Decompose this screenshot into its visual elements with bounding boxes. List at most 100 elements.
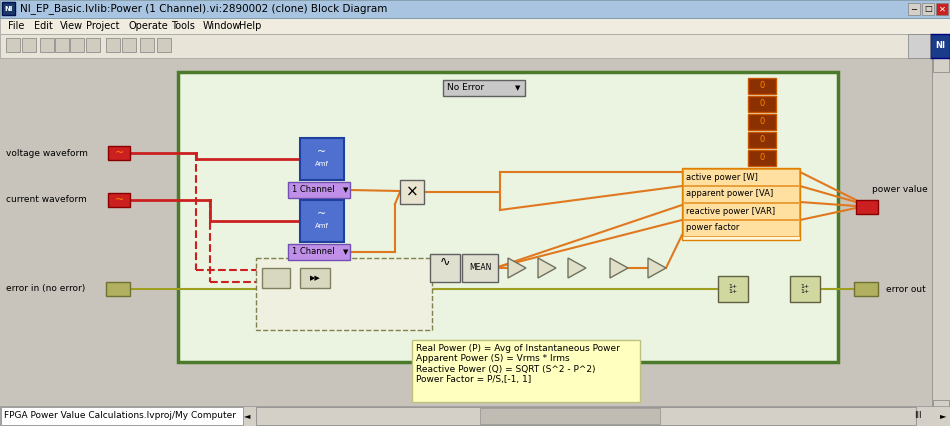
FancyBboxPatch shape bbox=[256, 258, 432, 330]
Text: ✕: ✕ bbox=[939, 5, 945, 14]
Text: ~: ~ bbox=[317, 147, 327, 157]
FancyBboxPatch shape bbox=[2, 2, 15, 15]
Text: power factor: power factor bbox=[686, 224, 739, 233]
FancyBboxPatch shape bbox=[6, 38, 20, 52]
Text: ~: ~ bbox=[317, 209, 327, 219]
Text: NI: NI bbox=[935, 41, 945, 51]
Polygon shape bbox=[648, 258, 666, 278]
Text: 0: 0 bbox=[759, 100, 765, 109]
Text: ▼: ▼ bbox=[343, 187, 349, 193]
Text: ∿: ∿ bbox=[440, 256, 450, 268]
FancyBboxPatch shape bbox=[40, 38, 54, 52]
FancyBboxPatch shape bbox=[288, 182, 350, 198]
FancyBboxPatch shape bbox=[718, 276, 748, 302]
Polygon shape bbox=[538, 258, 556, 278]
FancyBboxPatch shape bbox=[932, 58, 950, 414]
Polygon shape bbox=[508, 258, 526, 278]
Text: Real Power (P) = Avg of Instantaneous Power
Apparent Power (S) = Vrms * Irms
Rea: Real Power (P) = Avg of Instantaneous Po… bbox=[416, 344, 619, 384]
Text: Amf: Amf bbox=[315, 161, 329, 167]
Text: 0: 0 bbox=[759, 153, 765, 162]
FancyBboxPatch shape bbox=[106, 282, 130, 296]
Text: error in (no error): error in (no error) bbox=[6, 285, 86, 294]
Text: Edit: Edit bbox=[34, 21, 53, 31]
Text: □: □ bbox=[924, 5, 932, 14]
FancyBboxPatch shape bbox=[443, 80, 525, 96]
FancyBboxPatch shape bbox=[1, 407, 243, 425]
FancyBboxPatch shape bbox=[256, 407, 916, 425]
FancyBboxPatch shape bbox=[748, 114, 776, 130]
Text: File: File bbox=[8, 21, 25, 31]
Text: ~: ~ bbox=[114, 148, 124, 158]
FancyBboxPatch shape bbox=[108, 193, 130, 207]
FancyBboxPatch shape bbox=[0, 0, 950, 18]
Text: ▶▶: ▶▶ bbox=[310, 275, 320, 281]
Text: NI_EP_Basic.lvlib:Power (1 Channel).vi:2890002 (clone) Block Diagram: NI_EP_Basic.lvlib:Power (1 Channel).vi:2… bbox=[20, 3, 388, 14]
Text: ─: ─ bbox=[911, 5, 917, 14]
Text: ▼: ▼ bbox=[515, 85, 521, 91]
FancyBboxPatch shape bbox=[0, 34, 950, 58]
FancyBboxPatch shape bbox=[933, 58, 949, 72]
Text: error out: error out bbox=[886, 285, 925, 294]
Text: 0: 0 bbox=[759, 135, 765, 144]
FancyBboxPatch shape bbox=[300, 268, 330, 288]
FancyBboxPatch shape bbox=[430, 254, 460, 282]
FancyBboxPatch shape bbox=[108, 146, 130, 160]
Text: apparent power [VA]: apparent power [VA] bbox=[686, 190, 773, 199]
FancyBboxPatch shape bbox=[400, 180, 424, 204]
Text: 0: 0 bbox=[759, 81, 765, 90]
Text: View: View bbox=[60, 21, 84, 31]
Text: MEAN: MEAN bbox=[468, 264, 491, 273]
Text: voltage waveform: voltage waveform bbox=[6, 149, 87, 158]
FancyBboxPatch shape bbox=[262, 268, 290, 288]
FancyBboxPatch shape bbox=[55, 38, 69, 52]
Text: III: III bbox=[914, 412, 922, 420]
FancyBboxPatch shape bbox=[157, 38, 171, 52]
Text: Amf: Amf bbox=[315, 223, 329, 229]
FancyBboxPatch shape bbox=[288, 244, 350, 260]
Text: ▼: ▼ bbox=[343, 249, 349, 255]
FancyBboxPatch shape bbox=[0, 58, 932, 414]
FancyBboxPatch shape bbox=[86, 38, 100, 52]
Text: Window: Window bbox=[202, 21, 241, 31]
FancyBboxPatch shape bbox=[748, 78, 776, 94]
FancyBboxPatch shape bbox=[122, 38, 136, 52]
FancyBboxPatch shape bbox=[682, 168, 800, 240]
FancyBboxPatch shape bbox=[933, 400, 949, 414]
Text: power value: power value bbox=[872, 185, 928, 195]
Text: No Error: No Error bbox=[447, 83, 484, 92]
Text: 0: 0 bbox=[759, 118, 765, 127]
Text: Help: Help bbox=[239, 21, 262, 31]
Text: Tools: Tools bbox=[171, 21, 195, 31]
Text: ◄: ◄ bbox=[244, 412, 251, 420]
Text: ~: ~ bbox=[114, 195, 124, 205]
Polygon shape bbox=[610, 258, 628, 278]
Text: reactive power [VAR]: reactive power [VAR] bbox=[686, 207, 775, 216]
Text: Operate: Operate bbox=[128, 21, 168, 31]
FancyBboxPatch shape bbox=[683, 169, 799, 185]
Text: ►: ► bbox=[940, 412, 946, 420]
FancyBboxPatch shape bbox=[930, 34, 950, 58]
FancyBboxPatch shape bbox=[683, 186, 799, 202]
Text: current waveform: current waveform bbox=[6, 196, 86, 204]
FancyBboxPatch shape bbox=[936, 3, 948, 15]
FancyBboxPatch shape bbox=[790, 276, 820, 302]
FancyBboxPatch shape bbox=[70, 38, 84, 52]
FancyBboxPatch shape bbox=[856, 200, 878, 214]
Text: 1+
1+: 1+ 1+ bbox=[801, 284, 809, 294]
Text: 1+
1+: 1+ 1+ bbox=[729, 284, 737, 294]
FancyBboxPatch shape bbox=[683, 203, 799, 219]
FancyBboxPatch shape bbox=[140, 38, 154, 52]
FancyBboxPatch shape bbox=[480, 408, 660, 424]
FancyBboxPatch shape bbox=[908, 34, 930, 58]
FancyBboxPatch shape bbox=[748, 150, 776, 166]
FancyBboxPatch shape bbox=[0, 406, 950, 426]
FancyBboxPatch shape bbox=[908, 3, 920, 15]
FancyBboxPatch shape bbox=[748, 132, 776, 148]
FancyBboxPatch shape bbox=[300, 138, 344, 180]
Text: Project: Project bbox=[86, 21, 120, 31]
Text: NI: NI bbox=[5, 6, 12, 12]
FancyBboxPatch shape bbox=[178, 72, 838, 362]
FancyBboxPatch shape bbox=[922, 3, 934, 15]
FancyBboxPatch shape bbox=[300, 200, 344, 242]
Text: ×: × bbox=[406, 184, 418, 199]
